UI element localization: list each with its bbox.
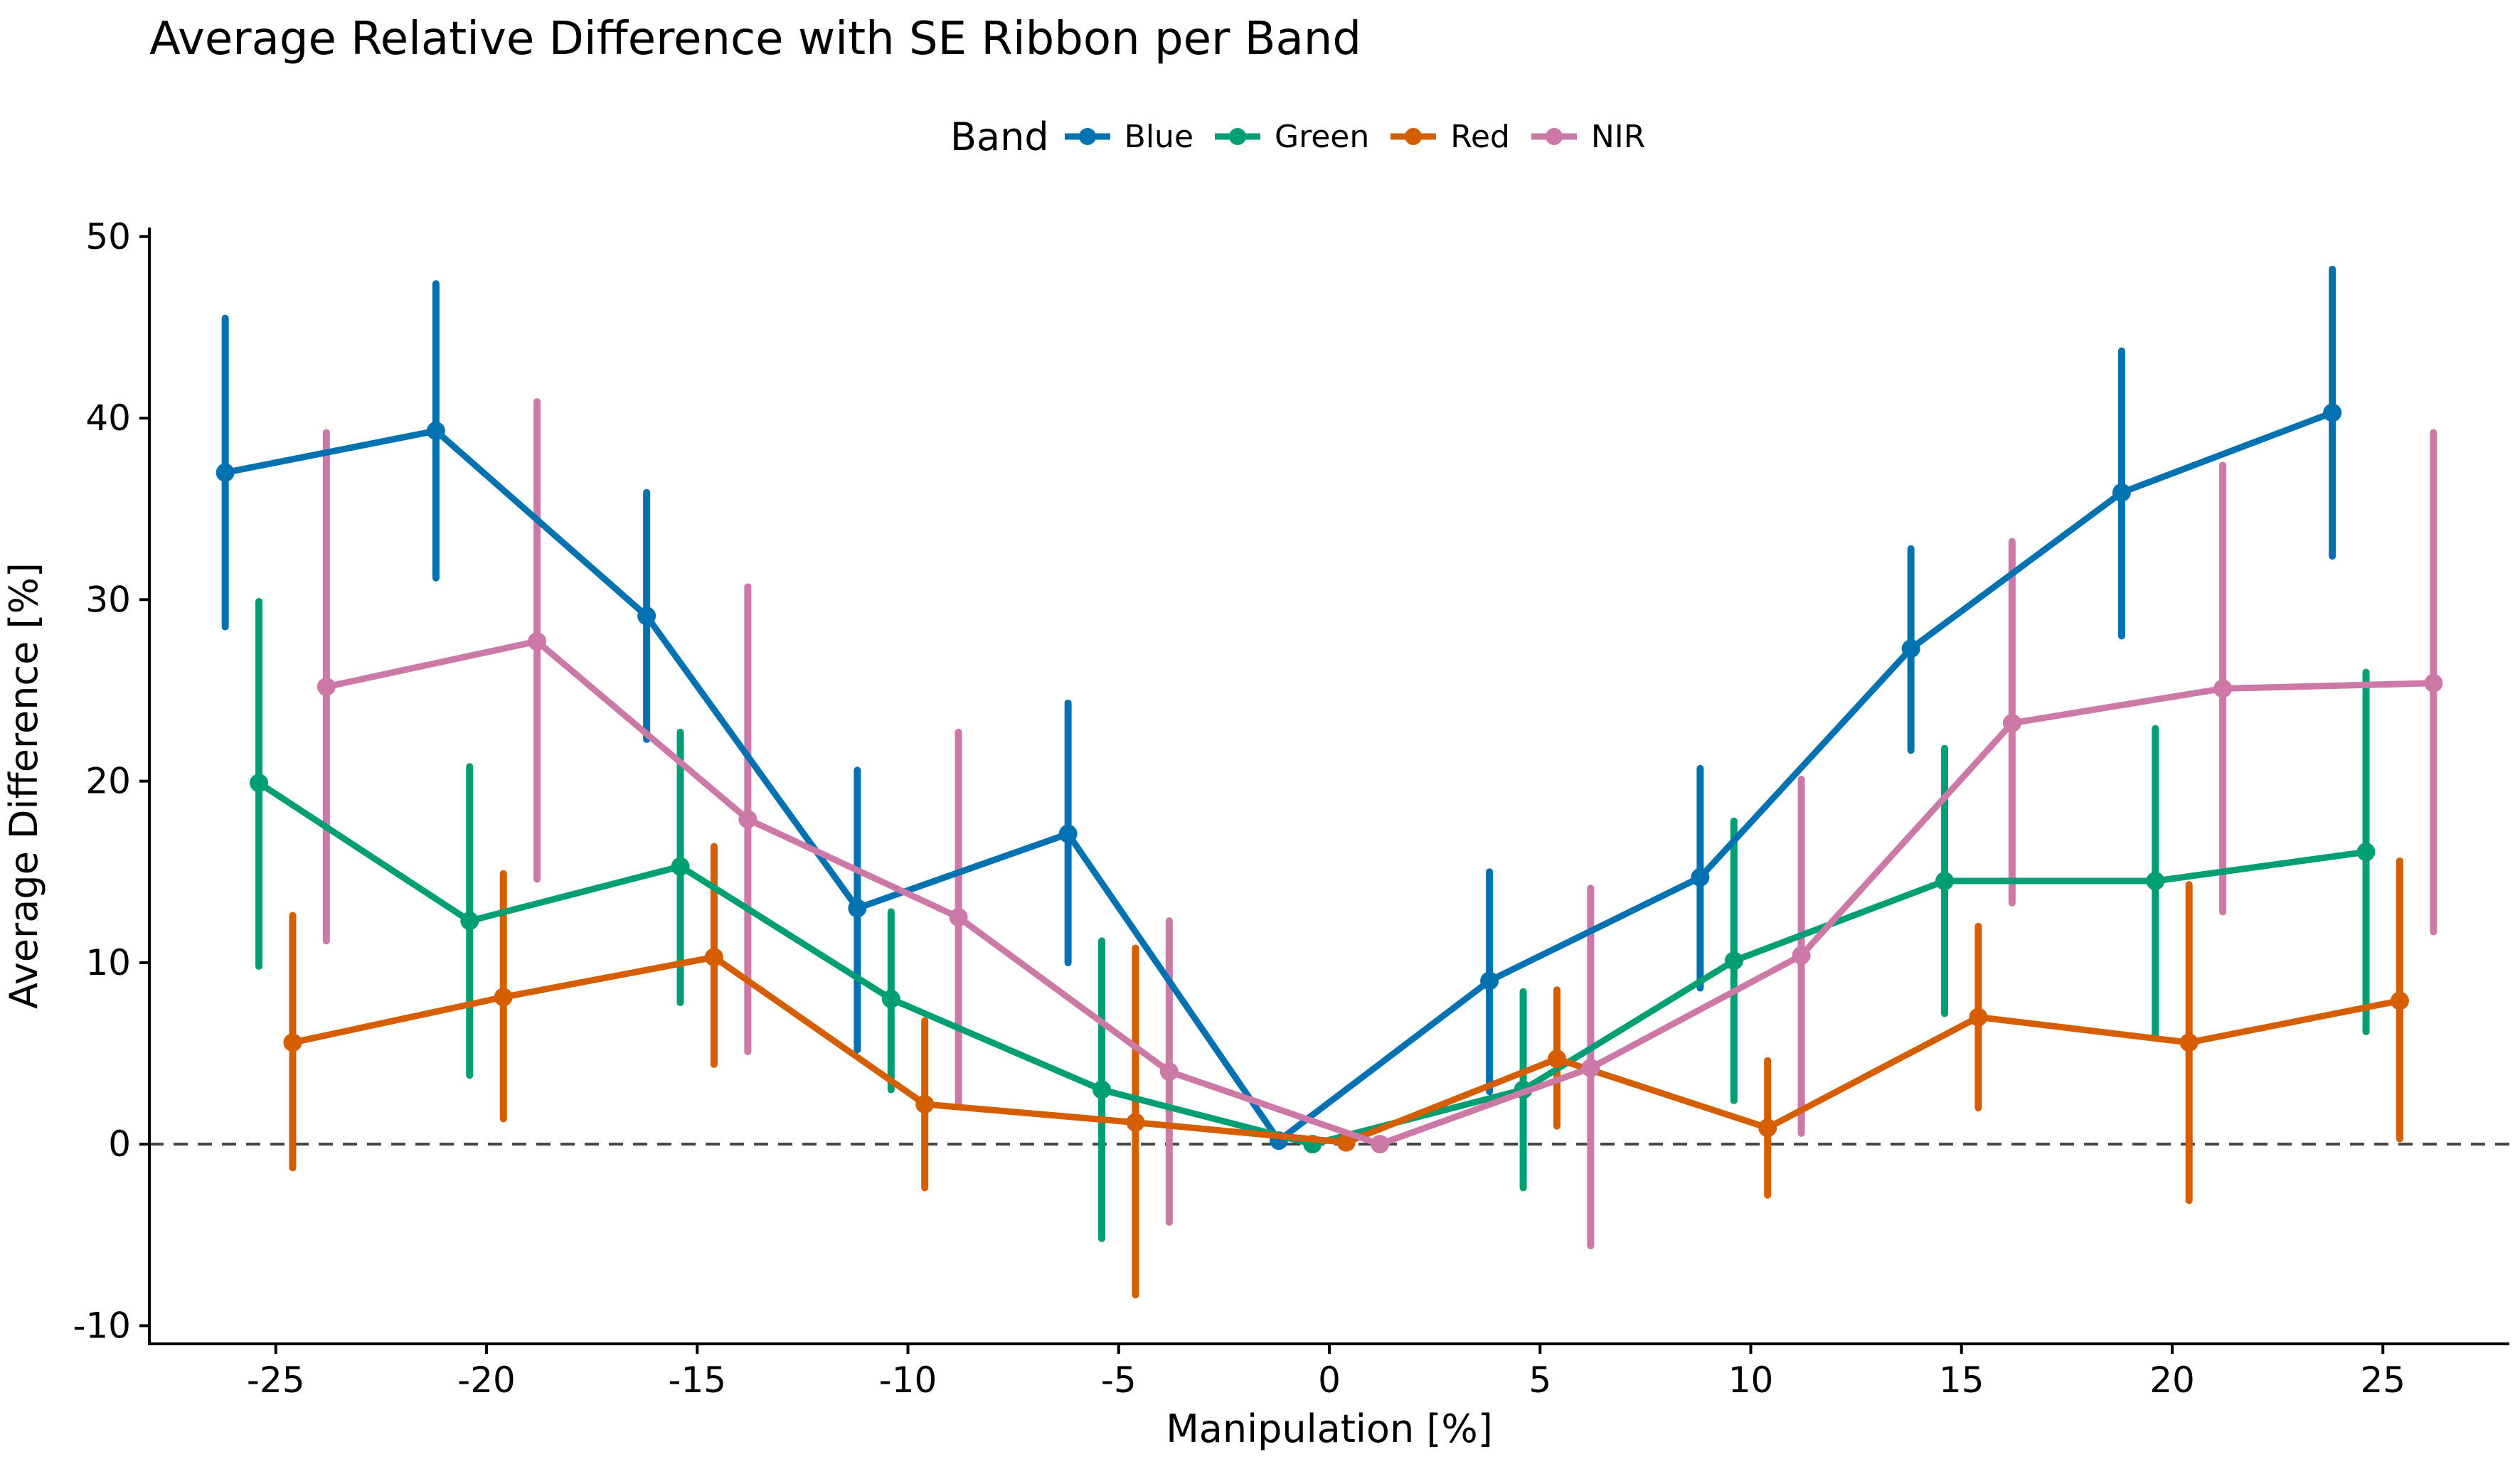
legend-item-red: Red bbox=[1388, 119, 1510, 155]
data-point bbox=[1724, 951, 1743, 971]
data-point bbox=[1092, 1080, 1112, 1099]
data-point bbox=[2323, 403, 2342, 422]
x-tick-label: -10 bbox=[879, 1360, 937, 1401]
series-line bbox=[292, 953, 2401, 1146]
legend-key-point bbox=[1545, 128, 1563, 145]
y-tick-label: 0 bbox=[108, 1123, 131, 1165]
legend-item-green: Green bbox=[1212, 119, 1369, 155]
data-point bbox=[1336, 1133, 1356, 1152]
x-tick-label: 20 bbox=[2149, 1360, 2195, 1401]
data-point bbox=[848, 899, 867, 918]
series-red bbox=[289, 843, 2403, 1299]
chart-title: Average Relative Difference with SE Ribb… bbox=[149, 13, 1361, 65]
data-point bbox=[1371, 1135, 1390, 1154]
x-axis-label: Manipulation [%] bbox=[1166, 1406, 1493, 1451]
data-point bbox=[1691, 867, 1710, 887]
data-point bbox=[1792, 946, 1811, 965]
legend-key bbox=[1391, 128, 1437, 145]
series-blue bbox=[221, 265, 2336, 1148]
x-tick-label: 0 bbox=[1318, 1360, 1341, 1401]
data-point bbox=[738, 810, 757, 829]
legend-key bbox=[1064, 128, 1110, 145]
x-tick-label: 15 bbox=[1939, 1360, 1984, 1401]
data-point bbox=[1935, 872, 1955, 891]
data-point bbox=[881, 989, 900, 1008]
legend-label: Green bbox=[1275, 118, 1370, 155]
legend-label: NIR bbox=[1590, 118, 1646, 155]
x-tick-label: -5 bbox=[1101, 1360, 1137, 1401]
data-point bbox=[2112, 483, 2131, 502]
data-point bbox=[460, 912, 479, 931]
legend-key-point bbox=[1405, 128, 1423, 145]
legend: Band Blue Green Red NIR bbox=[950, 108, 1664, 165]
y-tick-label: 10 bbox=[85, 942, 131, 983]
y-tick-label: -10 bbox=[73, 1305, 131, 1346]
data-point bbox=[1581, 1058, 1600, 1077]
data-point bbox=[494, 988, 513, 1007]
y-axis-label: Average Difference [%] bbox=[1, 562, 46, 1009]
y-tick-label: 20 bbox=[85, 761, 131, 802]
series-line bbox=[325, 638, 2434, 1148]
series-line-group-nir bbox=[317, 632, 2443, 1154]
x-tick-label: -20 bbox=[457, 1360, 516, 1401]
x-tick-label: -25 bbox=[247, 1360, 305, 1401]
data-point bbox=[2146, 872, 2165, 891]
series-line-group-green bbox=[250, 774, 2376, 1154]
data-point bbox=[2390, 991, 2409, 1010]
y-tick-label: 30 bbox=[85, 579, 131, 620]
data-point bbox=[2002, 713, 2021, 732]
data-point bbox=[1159, 1062, 1179, 1081]
data-point bbox=[317, 677, 336, 696]
x-tick-label: 10 bbox=[1728, 1360, 1774, 1401]
data-point bbox=[2213, 679, 2233, 698]
data-point bbox=[2356, 843, 2376, 862]
x-tick-label: -15 bbox=[668, 1360, 726, 1401]
x-tick-label: 5 bbox=[1529, 1360, 1551, 1401]
data-point bbox=[1547, 1049, 1566, 1069]
legend-key-point bbox=[1229, 128, 1247, 145]
data-point bbox=[216, 463, 235, 482]
data-point bbox=[2179, 1033, 2199, 1052]
legend-key bbox=[1531, 128, 1577, 145]
data-point bbox=[2424, 673, 2443, 693]
legend-item-nir: NIR bbox=[1529, 119, 1645, 155]
data-point bbox=[671, 857, 690, 876]
legend-key-point bbox=[1078, 128, 1096, 145]
series-line-group-red bbox=[283, 948, 2409, 1152]
data-point bbox=[528, 632, 547, 651]
data-point bbox=[1758, 1118, 1777, 1138]
legend-label: Red bbox=[1450, 118, 1510, 155]
series-line bbox=[257, 780, 2367, 1148]
data-point bbox=[704, 948, 723, 967]
data-point bbox=[1480, 971, 1499, 990]
data-point bbox=[915, 1095, 935, 1114]
data-point bbox=[1126, 1113, 1145, 1132]
x-tick-label: 25 bbox=[2360, 1360, 2405, 1401]
data-point bbox=[1901, 639, 1920, 658]
data-point bbox=[1058, 824, 1078, 843]
legend-label: Blue bbox=[1124, 118, 1194, 155]
series-nir bbox=[322, 398, 2437, 1250]
legend-item-blue: Blue bbox=[1062, 119, 1193, 155]
series-line bbox=[224, 410, 2334, 1144]
data-point bbox=[949, 908, 968, 927]
y-tick-label: 50 bbox=[85, 216, 131, 257]
y-tick-label: 40 bbox=[85, 397, 131, 439]
legend-title: Band bbox=[950, 114, 1049, 159]
data-point bbox=[283, 1033, 302, 1052]
data-point bbox=[426, 421, 445, 440]
data-point bbox=[250, 774, 269, 793]
data-point bbox=[1969, 1008, 1988, 1027]
series-line-group-blue bbox=[216, 403, 2342, 1150]
data-point bbox=[637, 607, 656, 626]
legend-key bbox=[1215, 128, 1261, 145]
